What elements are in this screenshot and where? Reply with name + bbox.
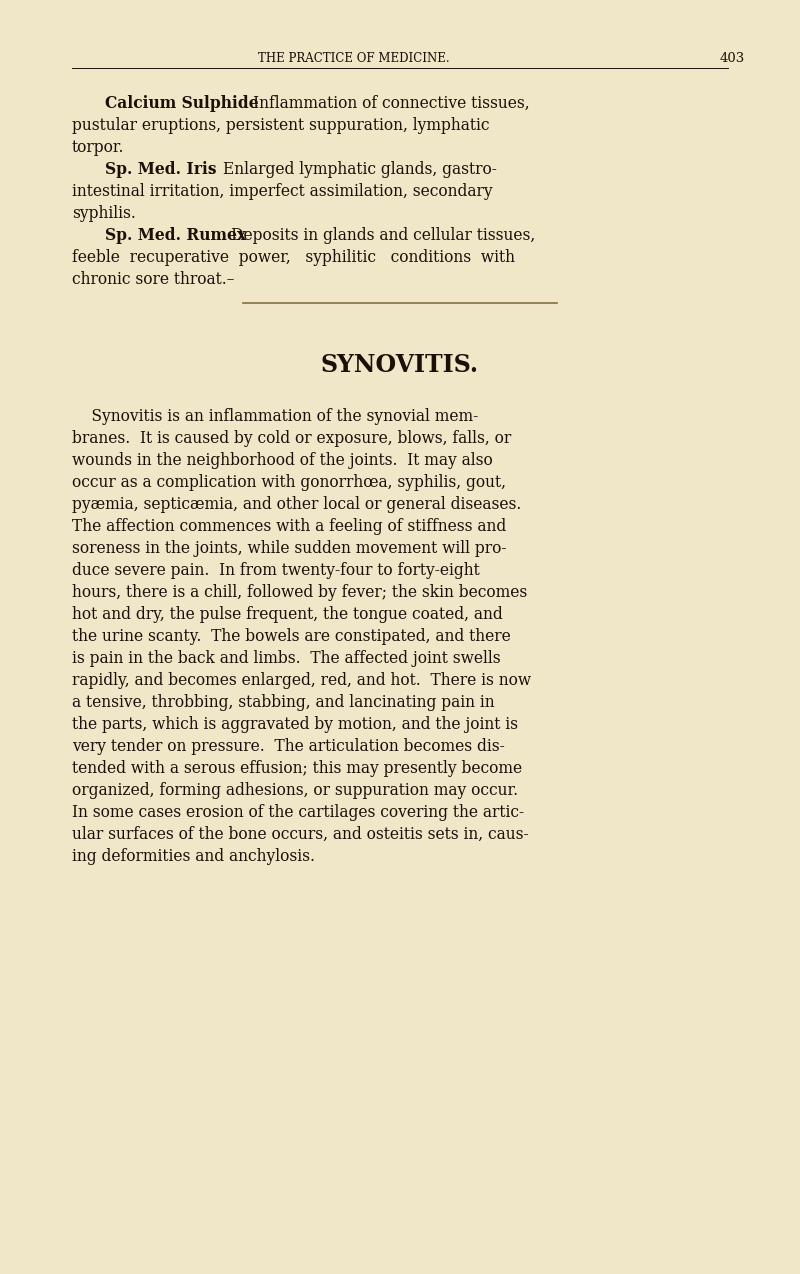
Text: pustular eruptions, persistent suppuration, lymphatic: pustular eruptions, persistent suppurati… — [72, 117, 490, 134]
Text: hours, there is a chill, followed by fever; the skin becomes: hours, there is a chill, followed by fev… — [72, 583, 527, 601]
Text: ular surfaces of the bone occurs, and osteitis sets in, caus-: ular surfaces of the bone occurs, and os… — [72, 826, 529, 843]
Text: Synovitis is an inflammation of the synovial mem-: Synovitis is an inflammation of the syno… — [72, 408, 478, 426]
Text: intestinal irritation, imperfect assimilation, secondary: intestinal irritation, imperfect assimil… — [72, 183, 493, 200]
Text: very tender on pressure.  The articulation becomes dis-: very tender on pressure. The articulatio… — [72, 738, 505, 755]
Text: wounds in the neighborhood of the joints.  It may also: wounds in the neighborhood of the joints… — [72, 452, 493, 469]
Text: feeble  recuperative  power,   syphilitic   conditions  with: feeble recuperative power, syphilitic co… — [72, 248, 515, 266]
Text: pyæmia, septicæmia, and other local or general diseases.: pyæmia, septicæmia, and other local or g… — [72, 496, 522, 513]
Text: In some cases erosion of the cartilages covering the artic-: In some cases erosion of the cartilages … — [72, 804, 524, 820]
Text: THE PRACTICE OF MEDICINE.: THE PRACTICE OF MEDICINE. — [258, 52, 450, 65]
Text: The affection commences with a feeling of stiffness and: The affection commences with a feeling o… — [72, 519, 506, 535]
Text: chronic sore throat.–: chronic sore throat.– — [72, 271, 234, 288]
Text: torpor.: torpor. — [72, 139, 125, 155]
Text: soreness in the joints, while sudden movement will pro-: soreness in the joints, while sudden mov… — [72, 540, 506, 557]
Text: duce severe pain.  In from twenty-four to forty-eight: duce severe pain. In from twenty-four to… — [72, 562, 480, 578]
Text: organized, forming adhesions, or suppuration may occur.: organized, forming adhesions, or suppura… — [72, 782, 518, 799]
Text: is pain in the back and limbs.  The affected joint swells: is pain in the back and limbs. The affec… — [72, 650, 501, 668]
Text: a tensive, throbbing, stabbing, and lancinating pain in: a tensive, throbbing, stabbing, and lanc… — [72, 694, 494, 711]
Text: ing deformities and anchylosis.: ing deformities and anchylosis. — [72, 848, 315, 865]
Text: branes.  It is caused by cold or exposure, blows, falls, or: branes. It is caused by cold or exposure… — [72, 431, 511, 447]
Text: syphilis.: syphilis. — [72, 205, 136, 222]
Text: Sp. Med. Iris: Sp. Med. Iris — [105, 161, 217, 178]
Text: rapidly, and becomes enlarged, red, and hot.  There is now: rapidly, and becomes enlarged, red, and … — [72, 671, 531, 689]
Text: tended with a serous effusion; this may presently become: tended with a serous effusion; this may … — [72, 761, 522, 777]
Text: SYNOVITIS.: SYNOVITIS. — [321, 353, 479, 377]
Text: Sp. Med. Rumex: Sp. Med. Rumex — [105, 227, 246, 245]
Text: :  Enlarged lymphatic glands, gastro-: : Enlarged lymphatic glands, gastro- — [208, 161, 497, 178]
Text: 403: 403 — [720, 52, 746, 65]
Text: occur as a complication with gonorrhœa, syphilis, gout,: occur as a complication with gonorrhœa, … — [72, 474, 506, 490]
Text: hot and dry, the pulse frequent, the tongue coated, and: hot and dry, the pulse frequent, the ton… — [72, 606, 502, 623]
Text: the parts, which is aggravated by motion, and the joint is: the parts, which is aggravated by motion… — [72, 716, 518, 733]
Text: : Deposits in glands and cellular tissues,: : Deposits in glands and cellular tissue… — [221, 227, 535, 245]
Text: : Inflammation of connective tissues,: : Inflammation of connective tissues, — [243, 96, 530, 112]
Text: Calcium Sulphide: Calcium Sulphide — [105, 96, 258, 112]
Text: the urine scanty.  The bowels are constipated, and there: the urine scanty. The bowels are constip… — [72, 628, 510, 645]
